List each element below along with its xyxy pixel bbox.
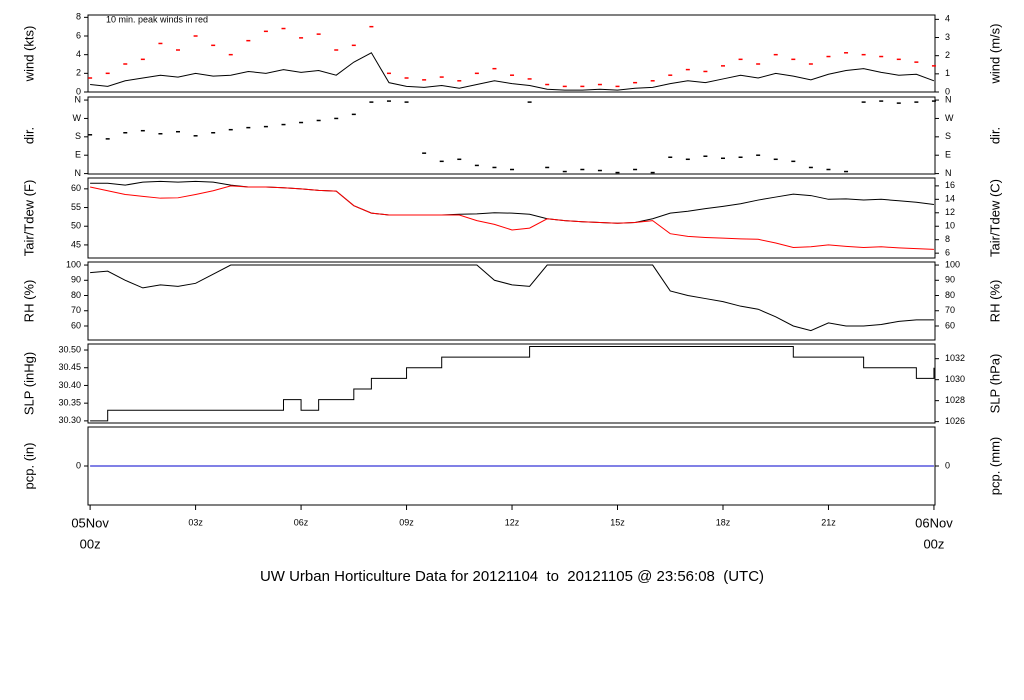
y2-axis-label: dir. xyxy=(987,127,1002,144)
y2-tick-label: 60 xyxy=(945,320,955,330)
y2-axis-label: pcp. (mm) xyxy=(987,437,1002,496)
y2-tick-label: S xyxy=(945,131,951,141)
y2-tick-label: 16 xyxy=(945,180,955,190)
y-tick-label: 80 xyxy=(71,290,81,300)
x-tick-label: 00z xyxy=(80,536,101,551)
y-tick-label: N xyxy=(75,94,82,104)
y-tick-label: N xyxy=(75,168,82,178)
y2-axis-label: Tair/Tdew (C) xyxy=(987,179,1002,257)
y-tick-label: 90 xyxy=(71,275,81,285)
y2-axis-label: wind (m/s) xyxy=(987,24,1002,85)
y2-axis-label: RH (%) xyxy=(987,280,1002,323)
panel-frame xyxy=(87,96,936,175)
y2-tick-label: E xyxy=(945,150,951,160)
y2-tick-label: 0 xyxy=(945,460,950,470)
x-tick-label: 15z xyxy=(610,517,625,527)
panel-frame xyxy=(87,261,936,341)
y2-tick-label: 14 xyxy=(945,194,955,204)
y2-tick-label: 1026 xyxy=(945,416,965,426)
y2-tick-label: 4 xyxy=(945,14,950,24)
x-tick-label: 18z xyxy=(716,517,731,527)
data-line xyxy=(90,185,934,250)
x-tick-label: 21z xyxy=(821,517,836,527)
y-tick-label: 100 xyxy=(66,259,81,269)
y2-tick-label: 1032 xyxy=(945,353,965,363)
y-tick-label: 45 xyxy=(71,239,81,249)
y2-tick-label: 3 xyxy=(945,32,950,42)
panel-frame xyxy=(87,343,936,424)
data-line xyxy=(90,52,935,91)
y2-tick-label: 80 xyxy=(945,290,955,300)
data-line xyxy=(90,345,935,422)
y-axis-label: pcp. (in) xyxy=(21,443,36,490)
y-tick-label: 30.30 xyxy=(58,415,81,425)
x-tick-label: 03z xyxy=(188,517,203,527)
y2-tick-label: 6 xyxy=(945,248,950,258)
y-tick-label: 0 xyxy=(76,86,81,96)
x-tick-label: 06Nov xyxy=(915,515,953,530)
y2-tick-label: N xyxy=(945,168,952,178)
x-tick-label: 05Nov xyxy=(71,515,109,530)
y2-tick-label: 1030 xyxy=(945,374,965,384)
y2-tick-label: N xyxy=(945,94,952,104)
y2-tick-label: 90 xyxy=(945,275,955,285)
y-axis-label: wind (kts) xyxy=(21,26,36,83)
panel-frame xyxy=(87,14,936,93)
y-tick-label: 30.50 xyxy=(58,344,81,354)
y2-tick-label: W xyxy=(945,113,954,123)
x-tick-label: 00z xyxy=(923,536,944,551)
y-tick-label: 70 xyxy=(71,305,81,315)
y-tick-label: 50 xyxy=(71,221,81,231)
y2-tick-label: 1028 xyxy=(945,395,965,405)
y2-tick-label: 12 xyxy=(945,207,955,217)
y-tick-label: 60 xyxy=(71,320,81,330)
x-tick-label: 06z xyxy=(294,517,309,527)
y-tick-label: 0 xyxy=(76,460,81,470)
y2-axis-label: SLP (hPa) xyxy=(987,354,1002,414)
panel-frame xyxy=(87,177,936,259)
y-tick-label: 30.45 xyxy=(58,362,81,372)
y-tick-label: 60 xyxy=(71,183,81,193)
y2-tick-label: 10 xyxy=(945,221,955,231)
y2-tick-label: 1 xyxy=(945,68,950,78)
y-tick-label: 30.40 xyxy=(58,380,81,390)
chart-caption: UW Urban Horticulture Data for 20121104 … xyxy=(260,568,764,585)
x-tick-label: 09z xyxy=(399,517,414,527)
y-tick-label: 8 xyxy=(76,12,81,22)
y2-tick-label: 70 xyxy=(945,305,955,315)
y-axis-label: Tair/Tdew (F) xyxy=(21,180,36,257)
y2-tick-label: 2 xyxy=(945,50,950,60)
y2-tick-label: 100 xyxy=(945,259,960,269)
y-axis-label: dir. xyxy=(21,127,36,144)
y-tick-label: 2 xyxy=(76,68,81,78)
y-tick-label: 30.35 xyxy=(58,398,81,408)
data-line xyxy=(90,180,935,224)
y-tick-label: S xyxy=(75,131,81,141)
data-line xyxy=(90,264,934,332)
y-tick-label: 4 xyxy=(76,49,81,59)
y-axis-label: RH (%) xyxy=(21,280,36,323)
y-tick-label: 6 xyxy=(76,30,81,40)
y-tick-label: E xyxy=(75,150,81,160)
y-tick-label: W xyxy=(73,113,82,123)
y-tick-label: 55 xyxy=(71,202,81,212)
y2-tick-label: 0 xyxy=(945,86,950,96)
annotation: 10 min. peak winds in red xyxy=(106,14,208,24)
x-tick-label: 12z xyxy=(505,517,520,527)
y2-tick-label: 8 xyxy=(945,234,950,244)
y-axis-label: SLP (inHg) xyxy=(21,352,36,415)
